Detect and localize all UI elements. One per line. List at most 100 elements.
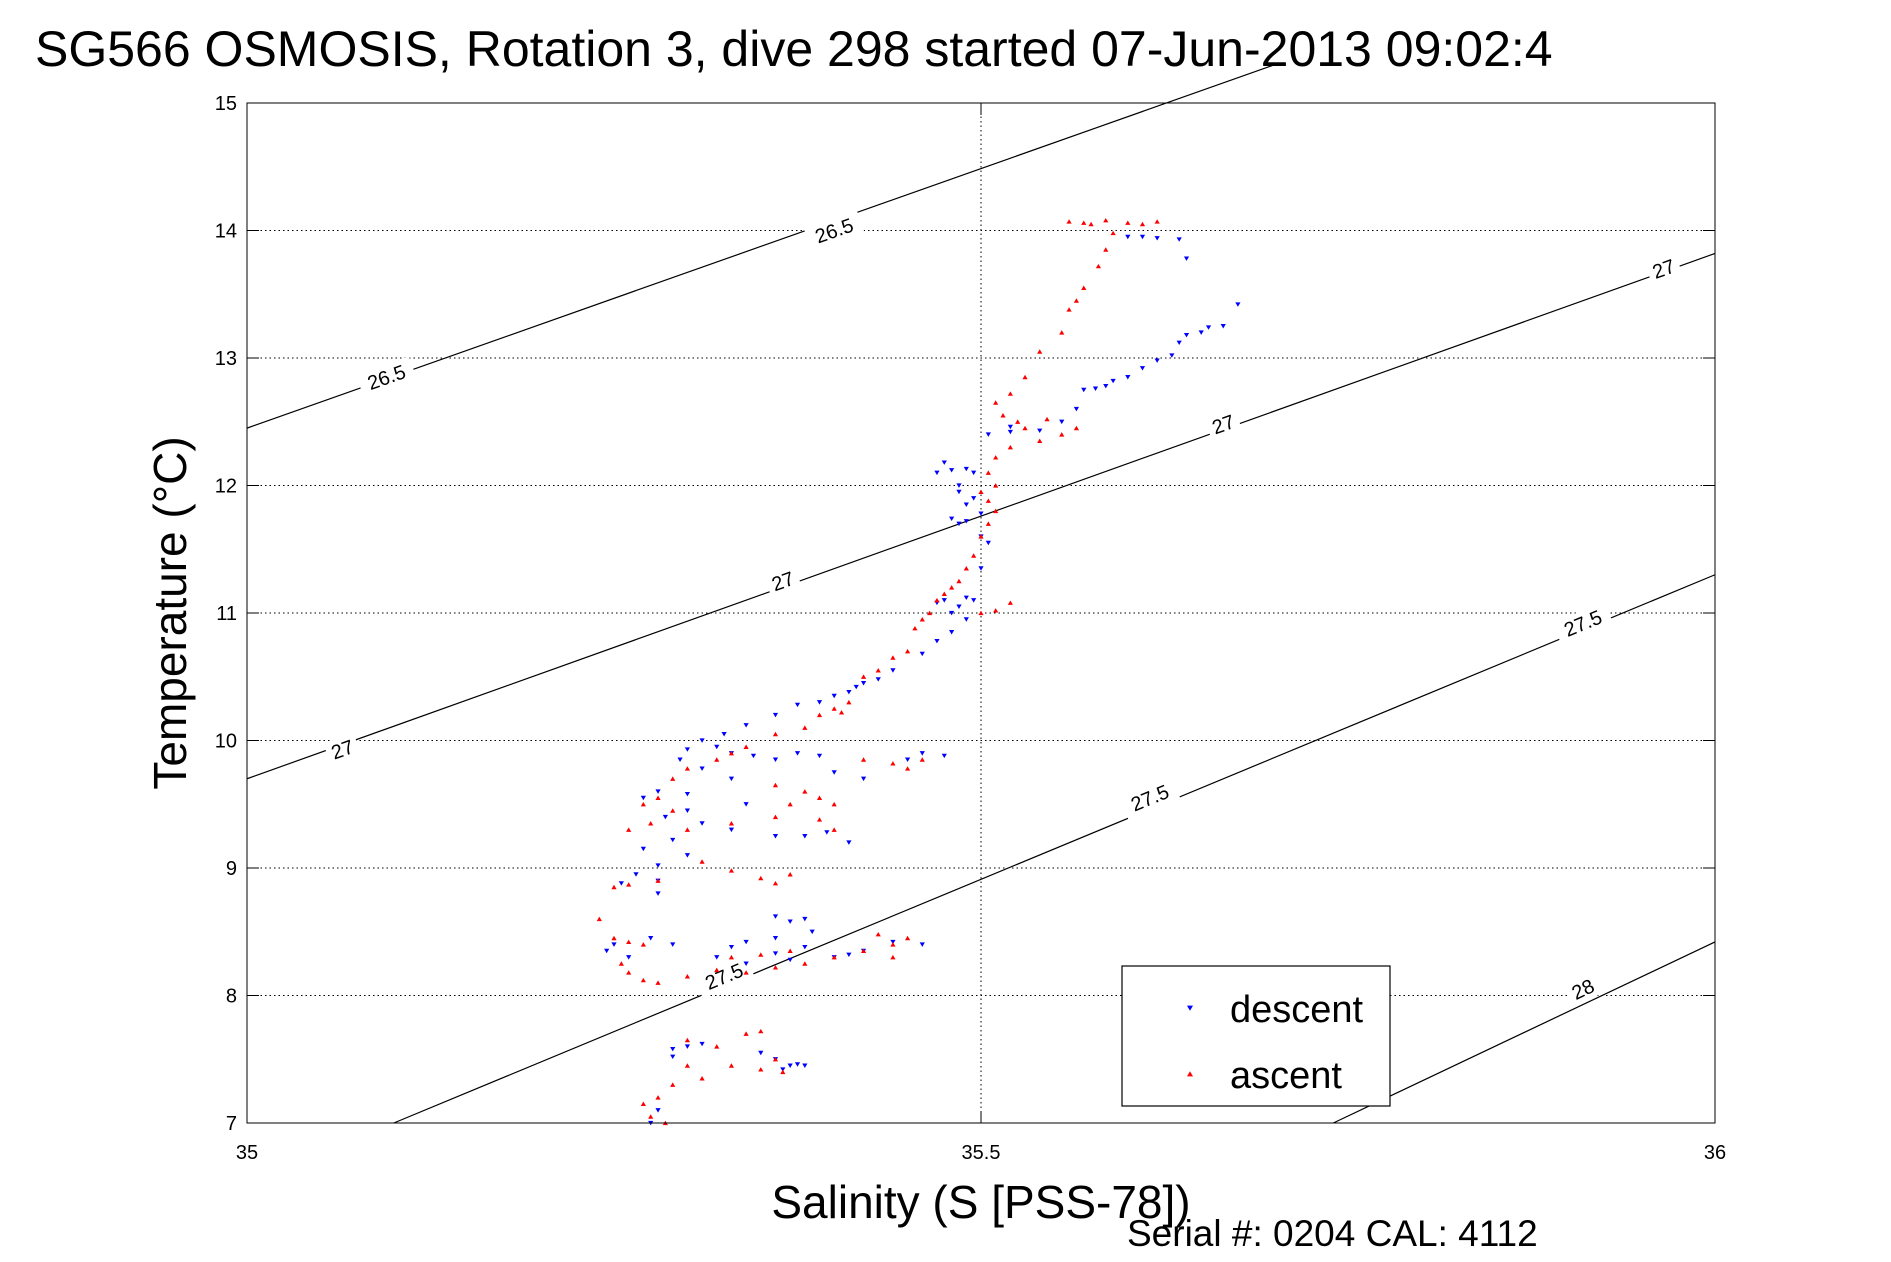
descent-point [802, 1063, 808, 1068]
descent-point [1073, 406, 1080, 412]
descent-point [956, 604, 962, 609]
descent-point [1235, 302, 1241, 307]
descent-point [611, 942, 617, 947]
series-descent [604, 234, 1241, 1126]
descent-point [633, 872, 639, 877]
ascent-point [890, 942, 896, 947]
descent-point [787, 1063, 793, 1068]
contour-label-group: 27.5 [1119, 776, 1181, 820]
ascent-point [993, 608, 999, 613]
legend-label-ascent: ascent [1230, 1055, 1342, 1097]
descent-point [1198, 330, 1204, 335]
ascent-point [905, 766, 911, 771]
contour-label: 27.5 [702, 960, 746, 995]
descent-point [1183, 332, 1190, 338]
y-tick-label: 14 [215, 221, 237, 243]
x-tick-label: 35.5 [962, 1142, 1001, 1164]
ascent-point [772, 880, 779, 886]
ascent-point [743, 744, 749, 749]
contour-label-bg [803, 209, 865, 252]
descent-point [794, 1062, 801, 1067]
ascent-point [875, 668, 881, 673]
y-tick-label: 10 [215, 731, 237, 753]
contour-label-group: 28 [1563, 971, 1603, 1007]
descent-point [956, 521, 962, 527]
ascent-point [941, 591, 947, 596]
descent-point [772, 951, 779, 956]
ascent-point [743, 1031, 749, 1036]
descent-point [934, 638, 940, 644]
ascent-point [670, 1082, 676, 1087]
descent-point [1220, 324, 1226, 329]
ascent-point [875, 931, 881, 937]
descent-point [1169, 353, 1175, 358]
descent-point [670, 1046, 676, 1052]
descent-point [1139, 366, 1146, 371]
descent-point [1125, 375, 1131, 380]
descent-point [860, 681, 867, 686]
descent-point [1037, 428, 1043, 434]
descent-point [684, 1044, 690, 1049]
descent-point [684, 808, 690, 813]
descent-point [860, 776, 867, 782]
ascent-point [772, 965, 779, 970]
ascent-point [1022, 374, 1028, 380]
ascent-point [780, 1069, 786, 1075]
ascent-point [714, 757, 720, 762]
descent-point [824, 830, 830, 835]
descent-point [846, 689, 852, 695]
ascent-point [714, 1044, 720, 1049]
descent-point [1059, 419, 1065, 425]
legend: descent ascent [1121, 965, 1391, 1107]
descent-point [743, 802, 749, 807]
ascent-point [985, 470, 991, 475]
ascent-point [1000, 413, 1006, 418]
ascent-point [787, 948, 793, 953]
ascent-point [684, 1063, 690, 1068]
ascent-point [758, 875, 764, 881]
descent-point [1154, 236, 1160, 241]
ascent-point [963, 566, 969, 571]
ascent-point [934, 597, 940, 603]
descent-point [1205, 325, 1212, 330]
ascent-point [684, 974, 690, 979]
descent-point [699, 738, 705, 743]
descent-point [963, 595, 969, 601]
descent-point [699, 766, 705, 771]
ascent-point [831, 706, 837, 711]
ascent-point [846, 699, 852, 705]
descent-point [941, 598, 947, 603]
descent-point [1092, 386, 1099, 391]
descent-point [677, 757, 683, 762]
ascent-point [1066, 307, 1072, 312]
ascent-point [772, 731, 779, 737]
descent-point [655, 863, 661, 868]
descent-point [728, 776, 735, 782]
descent-point [802, 834, 808, 839]
contour-label: 27.5 [1128, 781, 1172, 816]
ascent-point [1081, 220, 1087, 225]
descent-point [794, 751, 801, 756]
ascent-point [985, 521, 991, 526]
y-tick-label: 7 [226, 1113, 237, 1135]
descent-point [772, 914, 779, 919]
descent-point [655, 1108, 661, 1113]
descent-point [934, 470, 940, 476]
series-ascent [596, 217, 1160, 1126]
legend-marker-symbol [1187, 1071, 1193, 1077]
ascent-point [772, 782, 779, 788]
descent-point [1139, 234, 1146, 240]
descent-point [655, 789, 661, 794]
ascent-point [772, 1056, 779, 1062]
ascent-point [860, 948, 867, 953]
descent-point [1103, 383, 1109, 389]
descent-point [655, 891, 661, 896]
ascent-point [611, 884, 617, 890]
ascent-point [728, 821, 735, 826]
ascent-point [993, 455, 999, 460]
ascent-point [1044, 416, 1050, 422]
ascent-point [787, 801, 793, 807]
ascent-point [927, 610, 933, 616]
descent-point [816, 700, 823, 705]
